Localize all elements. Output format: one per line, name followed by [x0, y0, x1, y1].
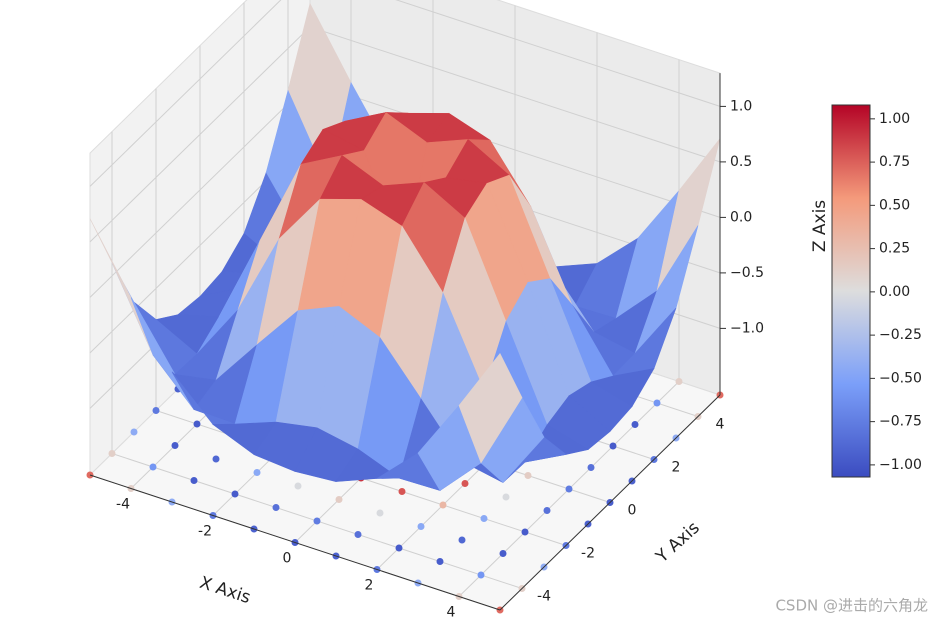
floor-point	[376, 509, 384, 517]
floor-point	[171, 442, 179, 449]
floor-point	[152, 407, 160, 414]
x-axis	[89, 474, 501, 611]
colorbar-tick-label: 0.25	[879, 241, 910, 257]
x-tick-label: 0	[283, 551, 292, 567]
z-tick-label: 0.5	[730, 154, 752, 170]
surface-patch	[458, 353, 523, 464]
colorbar-tick-label: 0.75	[879, 154, 910, 170]
floor-point	[231, 490, 239, 498]
floor-point	[190, 477, 198, 484]
floor-point	[477, 571, 485, 579]
floor-point	[461, 480, 469, 487]
floor-point	[395, 544, 403, 552]
floor-point	[458, 536, 466, 544]
z-tick-label: −0.5	[730, 265, 764, 281]
x-tick-label: 2	[365, 578, 374, 594]
z-tick-label: −1.0	[730, 320, 764, 336]
grid-line	[89, 0, 721, 187]
floor-point	[417, 523, 425, 530]
floor-point	[587, 464, 595, 471]
colorbar-tick-label: 0.50	[879, 197, 910, 213]
z-axis-label: Z Axis	[810, 200, 830, 252]
surface	[89, 2, 721, 491]
watermark: CSDN @进击的六角龙	[775, 597, 928, 615]
floor-point	[439, 501, 447, 509]
y-tick-label: -2	[581, 546, 595, 562]
colorbar-tick-label: 0.00	[879, 284, 910, 300]
z-tick-label: 1.0	[730, 98, 752, 114]
floor-point	[565, 485, 573, 493]
floor-point	[502, 493, 510, 501]
floor-point	[354, 531, 362, 538]
colorbar-tick-label: 1.00	[879, 111, 910, 127]
x-axis-label: X Axis	[197, 573, 253, 608]
y-tick-label: 0	[628, 503, 637, 519]
floor-point	[335, 496, 343, 503]
floor-point	[193, 420, 201, 428]
y-axis-label: Y Axis	[652, 518, 704, 568]
y-axis	[499, 394, 721, 611]
floor-point	[212, 455, 220, 463]
floor-point	[398, 488, 406, 495]
floor-point	[149, 463, 157, 471]
floor-point	[631, 421, 639, 428]
z-tick-label: 0.0	[730, 209, 752, 225]
y-tick-label: 2	[672, 460, 681, 476]
floor-point	[253, 469, 261, 476]
floor-point	[675, 378, 683, 385]
floor-point	[108, 450, 116, 457]
floor-point	[130, 428, 138, 436]
floor-point	[480, 515, 488, 522]
floor-point	[543, 507, 551, 514]
y-tick-label: 4	[716, 417, 725, 433]
colorbar	[831, 104, 871, 478]
colorbar-tick-label: −1.00	[879, 457, 922, 473]
floor-point	[609, 442, 617, 450]
colorbar-tick-label: −0.50	[879, 370, 922, 386]
floor-point	[653, 399, 661, 407]
x-tick-label: -4	[116, 497, 130, 513]
x-tick-label: 4	[447, 605, 456, 620]
floor-point	[436, 558, 444, 565]
colorbar-tick-label: −0.25	[879, 327, 922, 343]
colorbar-tick-label: −0.75	[879, 414, 922, 430]
floor-point	[272, 504, 280, 511]
floor-point	[294, 482, 302, 490]
x-tick-label: -2	[198, 524, 212, 540]
floor-point	[521, 528, 529, 536]
floor-point	[313, 517, 321, 525]
floor-point	[524, 472, 532, 479]
floor-point	[499, 550, 507, 557]
y-tick-label: -4	[537, 589, 551, 605]
